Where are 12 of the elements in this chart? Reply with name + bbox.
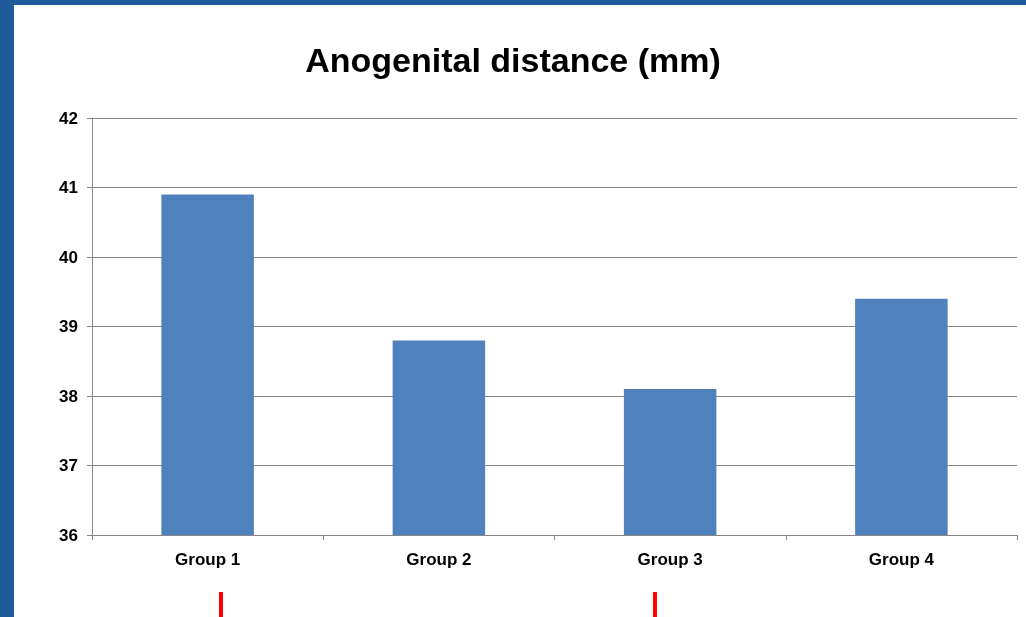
x-tick-label: Group 4 (868, 550, 935, 569)
y-tick-label: 41 (59, 178, 78, 197)
y-tick-label: 38 (59, 386, 78, 406)
x-tick-label: Group 3 (637, 550, 703, 569)
y-tick-label: 42 (59, 108, 78, 128)
y-tick-label: 37 (59, 456, 78, 475)
y-tick-label: 39 (59, 317, 78, 336)
y-tick-label: 40 (59, 247, 78, 267)
chart-title: Anogenital distance (mm) (305, 41, 721, 79)
y-tick-label: 36 (59, 525, 78, 545)
x-tick-label: Group 2 (406, 550, 472, 569)
x-tick-label: Group 1 (175, 550, 241, 569)
